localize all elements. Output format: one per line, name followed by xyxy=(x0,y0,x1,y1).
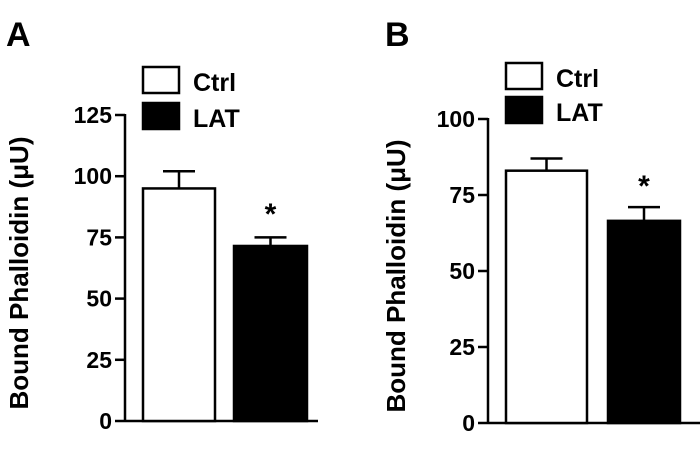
y-tick-label: 100 xyxy=(74,163,112,189)
chart-panel-b: B Bound Phalloidin (μU) 0 25 50 75 100 * Ctrl LAT xyxy=(381,16,700,436)
legend-label: LAT xyxy=(193,105,240,133)
y-tick-label: 75 xyxy=(449,182,475,208)
panel-label: A xyxy=(6,16,31,54)
legend-swatch-ctrl xyxy=(504,61,544,91)
y-tick-label: 125 xyxy=(74,102,113,128)
significance-mark: * xyxy=(638,170,650,203)
bar-ctrl xyxy=(504,169,589,425)
bar-lat xyxy=(232,244,309,423)
y-tick-label: 0 xyxy=(99,408,112,434)
significance-mark: * xyxy=(265,198,277,231)
y-axis-label: Bound Phalloidin (μU) xyxy=(381,140,411,413)
y-tick-label: 25 xyxy=(86,347,112,373)
legend-label: LAT xyxy=(556,99,603,127)
legend-label: Ctrl xyxy=(556,65,599,93)
legend-swatch-lat xyxy=(141,101,181,131)
y-tick-label: 0 xyxy=(462,410,475,436)
bar-ctrl xyxy=(141,187,217,423)
chart-panel-a: A Bound Phalloidin (μU) 0 25 50 75 100 125 * Ctrl… xyxy=(4,16,318,434)
bar-lat xyxy=(606,219,682,425)
legend-swatch-ctrl xyxy=(141,65,181,95)
y-tick-label: 50 xyxy=(449,258,475,284)
y-tick-label: 25 xyxy=(449,334,475,360)
y-axis-label: Bound Phalloidin (μU) xyxy=(4,137,34,410)
panel-label: B xyxy=(385,16,410,54)
legend-label: Ctrl xyxy=(193,69,236,97)
y-tick-label: 100 xyxy=(437,106,475,132)
y-tick-label: 75 xyxy=(86,224,112,250)
legend-swatch-lat xyxy=(504,95,544,125)
y-tick-label: 50 xyxy=(86,286,112,312)
